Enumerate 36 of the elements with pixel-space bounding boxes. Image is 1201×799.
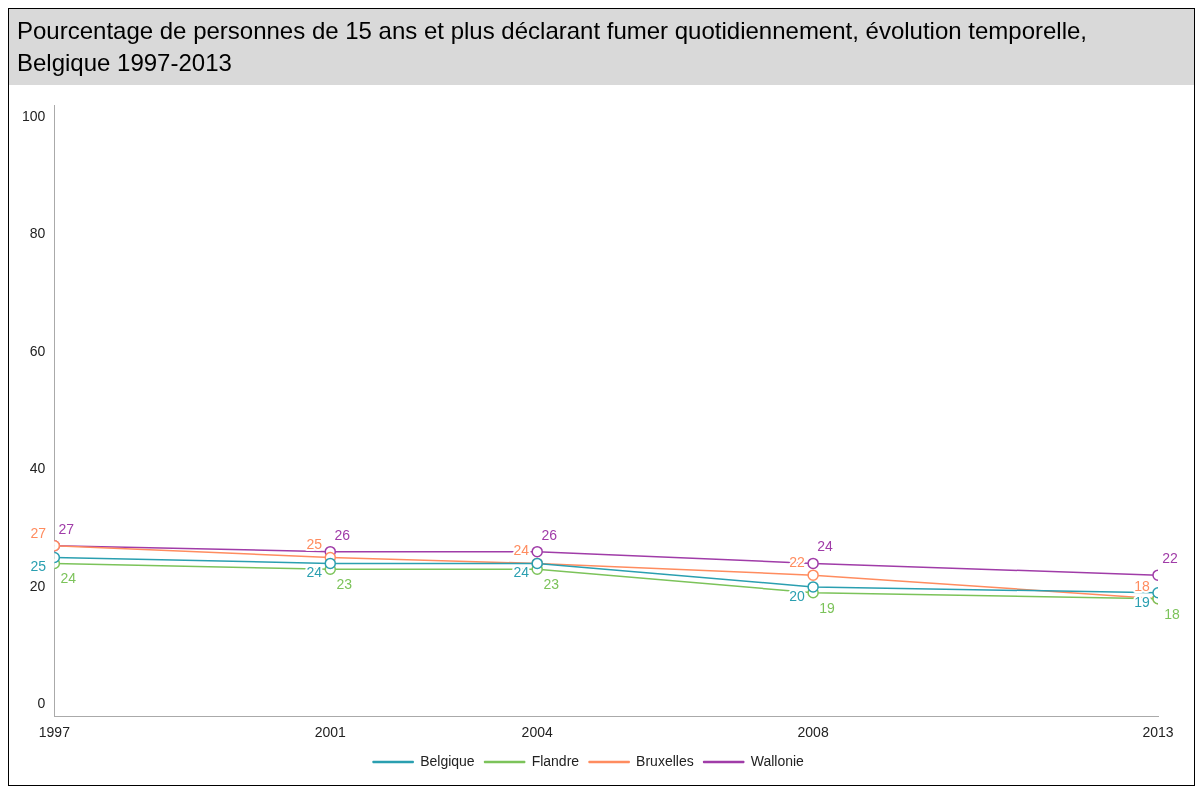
data-label: 27 (30, 524, 47, 541)
y-tick-label: 60 (29, 342, 46, 359)
x-tick-label: 2004 (521, 724, 553, 741)
data-label: 26 (541, 526, 558, 543)
x-tick-label: 2013 (1142, 724, 1174, 741)
data-label: 25 (30, 558, 47, 575)
y-tick-label: 100 (22, 107, 46, 124)
data-label: 27 (58, 520, 75, 537)
y-tick-label: 80 (29, 225, 46, 242)
legend-label: Belgique (420, 752, 475, 769)
point (807, 581, 819, 593)
data-label: 19 (819, 599, 836, 616)
legend-label: Bruxelles (636, 752, 694, 769)
data-label: 23 (543, 576, 560, 593)
y-tick-label: 40 (29, 460, 46, 477)
point (807, 569, 819, 581)
y-tick-label: 0 (37, 695, 46, 712)
data-label: 24 (60, 570, 77, 587)
point (531, 545, 543, 558)
data-label: 26 (334, 526, 351, 543)
data-label: 18 (1134, 577, 1150, 594)
data-label: 20 (789, 587, 806, 604)
data-label: 23 (336, 576, 353, 593)
data-label: 22 (1162, 550, 1178, 567)
data-label: 24 (817, 538, 834, 555)
legend-label: Flandre (531, 752, 580, 769)
data-label: 18 (1164, 605, 1180, 622)
x-tick-label: 1997 (38, 724, 71, 741)
data-label: 25 (306, 536, 323, 553)
point (807, 557, 819, 570)
x-tick-label: 2001 (314, 724, 347, 741)
point (324, 557, 337, 570)
chart-title: Pourcentage de personnes de 15 ans et plus déclarant fumer quotidiennement, évolution temporelle, Belgique 1997-2013 (9, 9, 1194, 85)
y-tick-label: 20 (29, 577, 46, 594)
legend-label: Wallonie (750, 752, 805, 769)
x-tick-label: 2008 (797, 724, 829, 741)
